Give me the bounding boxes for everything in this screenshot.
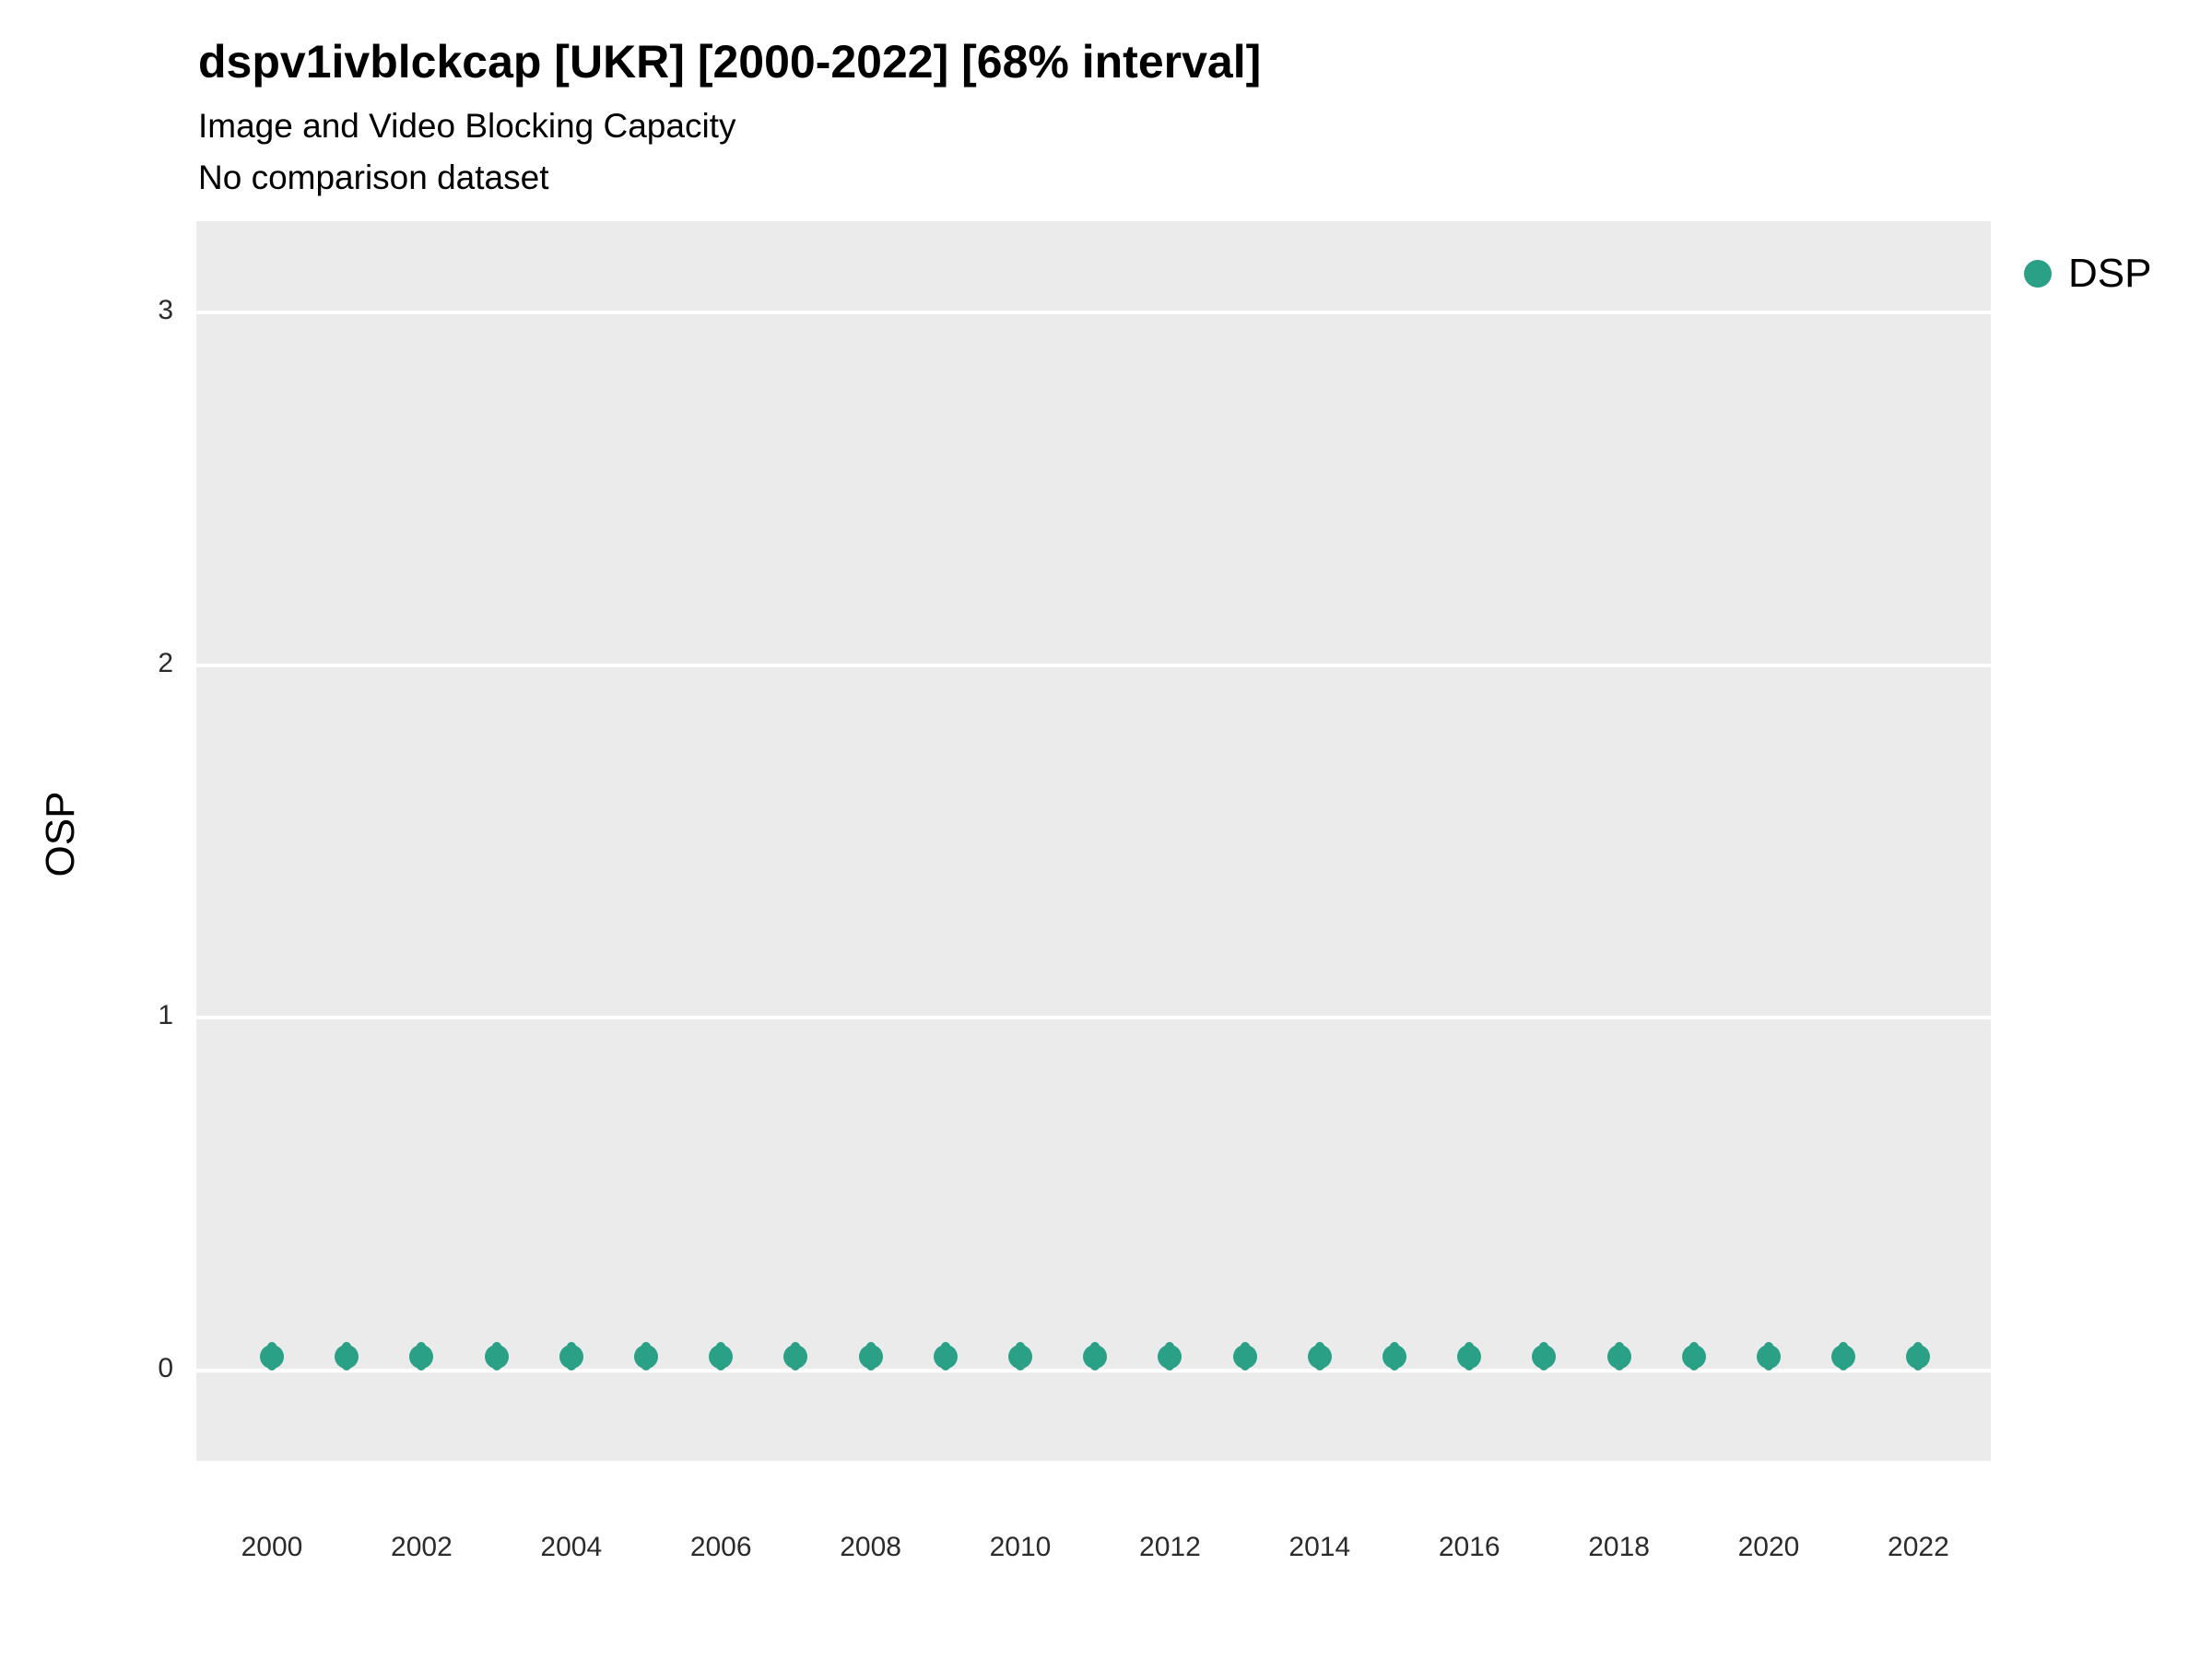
- x-tick-label: 2014: [1288, 1532, 1351, 1562]
- data-point: [559, 1344, 583, 1369]
- data-point: [1158, 1344, 1182, 1369]
- data-point: [1532, 1344, 1557, 1369]
- chart-subtitle: Image and Video Blocking Capacity: [198, 107, 736, 145]
- legend-swatch-icon: [2024, 260, 2052, 288]
- x-tick-label: 2002: [391, 1532, 453, 1562]
- y-tick-label: 0: [158, 1353, 173, 1383]
- x-tick-label: 2016: [1438, 1532, 1500, 1562]
- data-point: [484, 1344, 509, 1369]
- x-tick-label: 2000: [241, 1532, 303, 1562]
- data-point: [1681, 1344, 1706, 1369]
- data-point: [1757, 1344, 1781, 1369]
- gridline-y-2: [196, 663, 1991, 667]
- data-point: [783, 1344, 808, 1369]
- data-point: [1906, 1344, 1931, 1369]
- x-tick-label: 2012: [1139, 1532, 1201, 1562]
- x-tick-label: 2020: [1737, 1532, 1800, 1562]
- gridline-y-0: [196, 1369, 1991, 1372]
- data-point: [933, 1344, 958, 1369]
- data-point: [1606, 1344, 1631, 1369]
- data-point: [409, 1344, 434, 1369]
- data-point: [1008, 1344, 1032, 1369]
- x-tick-label: 2006: [689, 1532, 752, 1562]
- x-tick-label: 2008: [840, 1532, 901, 1562]
- x-tick-label: 2010: [989, 1532, 1052, 1562]
- y-tick-label: 1: [158, 1000, 173, 1031]
- y-axis-label: OSP: [38, 791, 83, 877]
- data-point: [1831, 1344, 1856, 1369]
- legend-label: DSP: [2068, 251, 2152, 296]
- data-point: [709, 1344, 734, 1369]
- x-tick-label: 2018: [1588, 1532, 1650, 1562]
- chart-title: dspv1ivblckcap [UKR] [2000-2022] [68% in…: [198, 36, 1262, 88]
- data-point: [858, 1344, 883, 1369]
- data-point: [260, 1344, 284, 1369]
- data-point: [1083, 1344, 1108, 1369]
- gridline-y-1: [196, 1016, 1991, 1020]
- data-point: [634, 1344, 658, 1369]
- data-point: [1457, 1344, 1482, 1369]
- data-point: [1307, 1344, 1332, 1369]
- x-tick-label: 2004: [540, 1532, 603, 1562]
- y-tick-label: 2: [158, 647, 173, 678]
- chart-note: No comparison dataset: [198, 159, 549, 196]
- data-point: [335, 1344, 359, 1369]
- legend: DSP: [2024, 251, 2151, 297]
- data-point: [1382, 1344, 1406, 1369]
- y-tick-label: 3: [158, 294, 173, 325]
- data-point: [1232, 1344, 1257, 1369]
- plot-panel: [196, 221, 1991, 1461]
- gridline-y-3: [196, 310, 1991, 314]
- x-tick-label: 2022: [1888, 1532, 1949, 1562]
